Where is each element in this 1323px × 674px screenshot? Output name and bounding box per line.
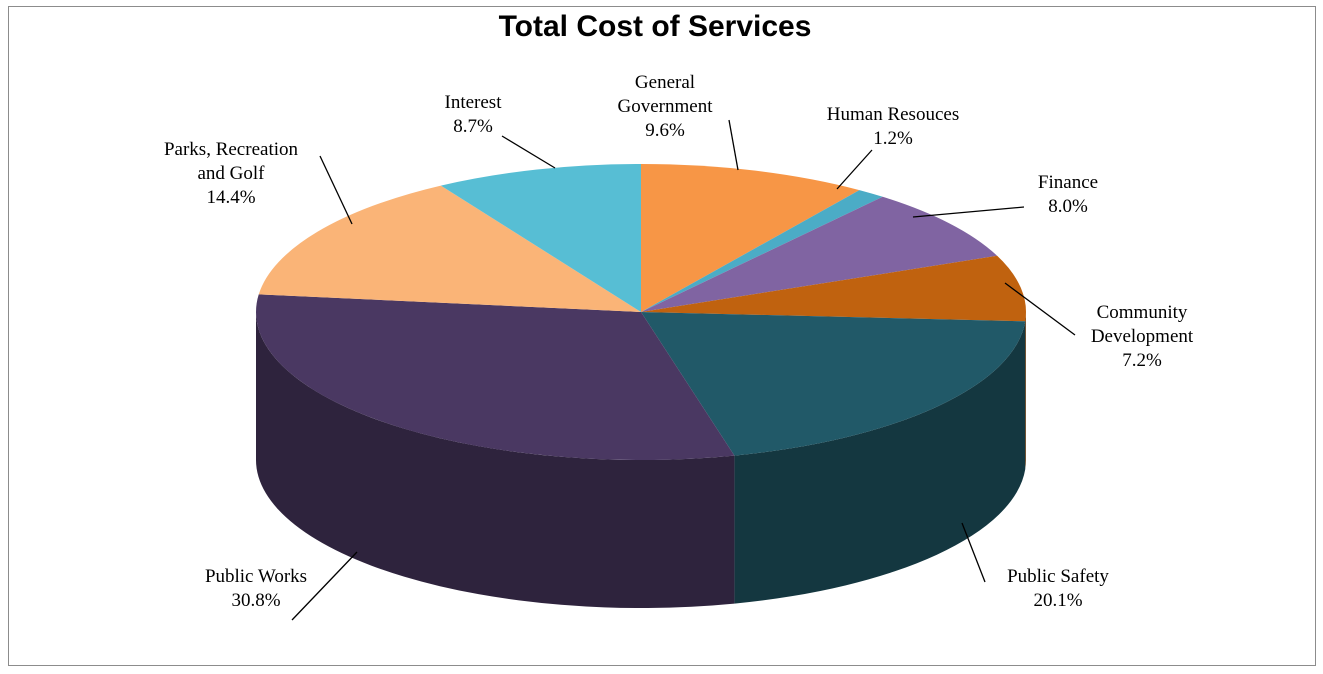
leader-line-public-works [291,551,358,621]
label-text: and Golf [197,163,265,184]
label-text: Interest [445,92,503,113]
label-text: Public Safety [1007,566,1109,587]
label-text: Finance [1038,172,1098,193]
percent-text: 9.6% [645,120,685,141]
chart-title: Total Cost of Services [498,10,812,43]
data-label-finance: Finance 8.0% [1038,172,1098,217]
pie-slice-community-development [641,255,1026,322]
percent-text: 30.8% [231,590,280,611]
pie-slice-human-resouces [641,190,883,312]
percent-text: 8.0% [1048,196,1088,217]
percent-text: 1.2% [873,128,913,149]
leader-line-human-resouces [836,149,873,190]
pie-slice-public-safety [641,312,1026,456]
label-text: Government [618,96,714,117]
pie-slice-finance [641,196,998,312]
leader-line-public-safety [961,522,986,583]
data-labels: General Government 9.6% Human Resouces 1.2% F… [164,72,1194,621]
pie-slice-general-government [641,164,860,312]
pie-slice-public-works [256,294,735,460]
pie-slice-parks-recreation-and-golf [258,185,641,312]
leader-line-finance [912,206,1025,218]
data-label-human-resouces: Human Resouces 1.2% [827,104,959,149]
data-label-public-safety: Public Safety 20.1% [1007,566,1109,611]
pie-side-community-development [1025,312,1026,470]
label-text: General [635,72,695,93]
percent-text: 20.1% [1033,590,1082,611]
pie-slice-interest [440,164,641,312]
label-text: Community [1097,302,1188,323]
label-text: Development [1091,326,1194,347]
pie-slices [256,164,1026,460]
pie-side-public-safety [734,321,1026,604]
data-label-community-development: Community Development 7.2% [1091,302,1194,371]
data-label-interest: Interest 8.7% [445,92,503,137]
data-label-general-government: General Government 9.6% [618,72,714,141]
percent-text: 8.7% [453,116,493,137]
label-text: Public Works [205,566,307,587]
data-label-parks-recreation-and-golf: Parks, Recreation and Golf 14.4% [164,139,299,208]
leader-line-community-development [1004,282,1076,336]
pie-side-public-works [256,312,735,609]
label-text: Human Resouces [827,104,959,125]
leader-line-general-government [728,119,739,171]
data-label-public-works: Public Works 30.8% [205,566,307,611]
label-text: Parks, Recreation [164,139,299,160]
leader-line-interest [501,135,556,169]
percent-text: 14.4% [206,187,255,208]
leader-line-parks-recreation-and-golf [319,155,353,225]
pie-sides [256,312,1026,609]
percent-text: 7.2% [1122,350,1162,371]
